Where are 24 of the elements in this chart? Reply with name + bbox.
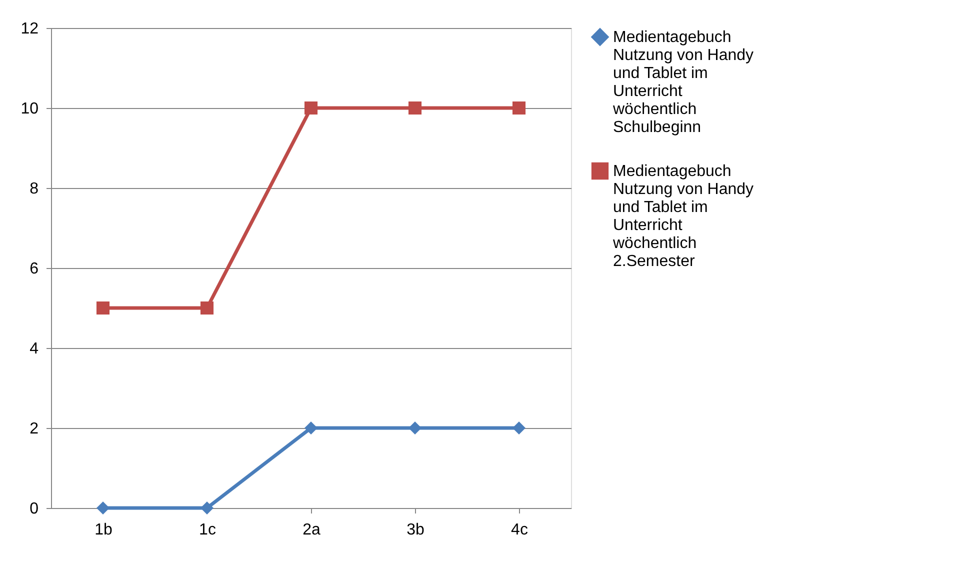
point <box>304 101 318 115</box>
y-tick-label: 8 <box>30 180 39 198</box>
legend-label: Medientagebuch Nutzung von Handy und Tablet im Unterricht wöchentlich 2.Semester <box>612 163 754 270</box>
y-tick-label: 6 <box>30 260 39 278</box>
y-tick-label: 10 <box>20 100 39 118</box>
y-tick-label: 0 <box>30 500 39 518</box>
x-tick-label: 1b <box>94 522 112 538</box>
y-tick-label: 2 <box>30 420 39 438</box>
y-tick-label: 12 <box>20 20 39 38</box>
x-tick-label: 2a <box>302 522 320 538</box>
point <box>512 101 526 115</box>
legend-label: Medientagebuch Nutzung von Handy und Tablet im Unterricht wöchentlich Schulbeginn <box>612 29 754 136</box>
point <box>408 101 422 115</box>
point <box>96 501 110 515</box>
x-tick-label: 4c <box>511 522 528 538</box>
y-tick-label: 4 <box>30 340 39 358</box>
point <box>512 421 526 435</box>
x-tick-label: 1c <box>199 522 216 538</box>
point <box>200 501 214 515</box>
x-tick-label: 3b <box>406 522 424 538</box>
point <box>408 421 422 435</box>
point <box>96 301 110 315</box>
point <box>200 301 214 315</box>
point <box>304 421 318 435</box>
